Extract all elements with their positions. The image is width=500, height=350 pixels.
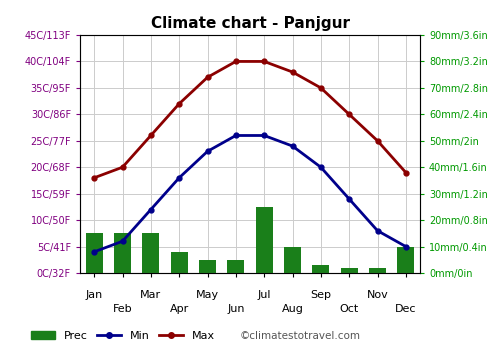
Bar bbox=[398, 246, 414, 273]
Bar bbox=[86, 233, 102, 273]
Bar bbox=[228, 260, 244, 273]
Bar bbox=[170, 252, 188, 273]
Text: Oct: Oct bbox=[340, 303, 359, 314]
Text: Dec: Dec bbox=[395, 303, 416, 314]
Bar bbox=[256, 207, 272, 273]
Bar bbox=[284, 246, 301, 273]
Text: Apr: Apr bbox=[170, 303, 189, 314]
Text: Jun: Jun bbox=[227, 303, 244, 314]
Text: Feb: Feb bbox=[112, 303, 132, 314]
Text: Jan: Jan bbox=[86, 290, 103, 300]
Legend: Prec, Min, Max: Prec, Min, Max bbox=[30, 331, 215, 341]
Bar bbox=[114, 233, 131, 273]
Text: ©climatestotravel.com: ©climatestotravel.com bbox=[240, 331, 361, 341]
Bar bbox=[340, 268, 357, 273]
Bar bbox=[369, 268, 386, 273]
Title: Climate chart - Panjgur: Climate chart - Panjgur bbox=[150, 16, 350, 31]
Text: Aug: Aug bbox=[282, 303, 304, 314]
Text: May: May bbox=[196, 290, 219, 300]
Text: Sep: Sep bbox=[310, 290, 332, 300]
Text: Mar: Mar bbox=[140, 290, 162, 300]
Bar bbox=[142, 233, 160, 273]
Text: Nov: Nov bbox=[366, 290, 388, 300]
Bar bbox=[312, 265, 330, 273]
Bar bbox=[199, 260, 216, 273]
Text: Jul: Jul bbox=[258, 290, 271, 300]
